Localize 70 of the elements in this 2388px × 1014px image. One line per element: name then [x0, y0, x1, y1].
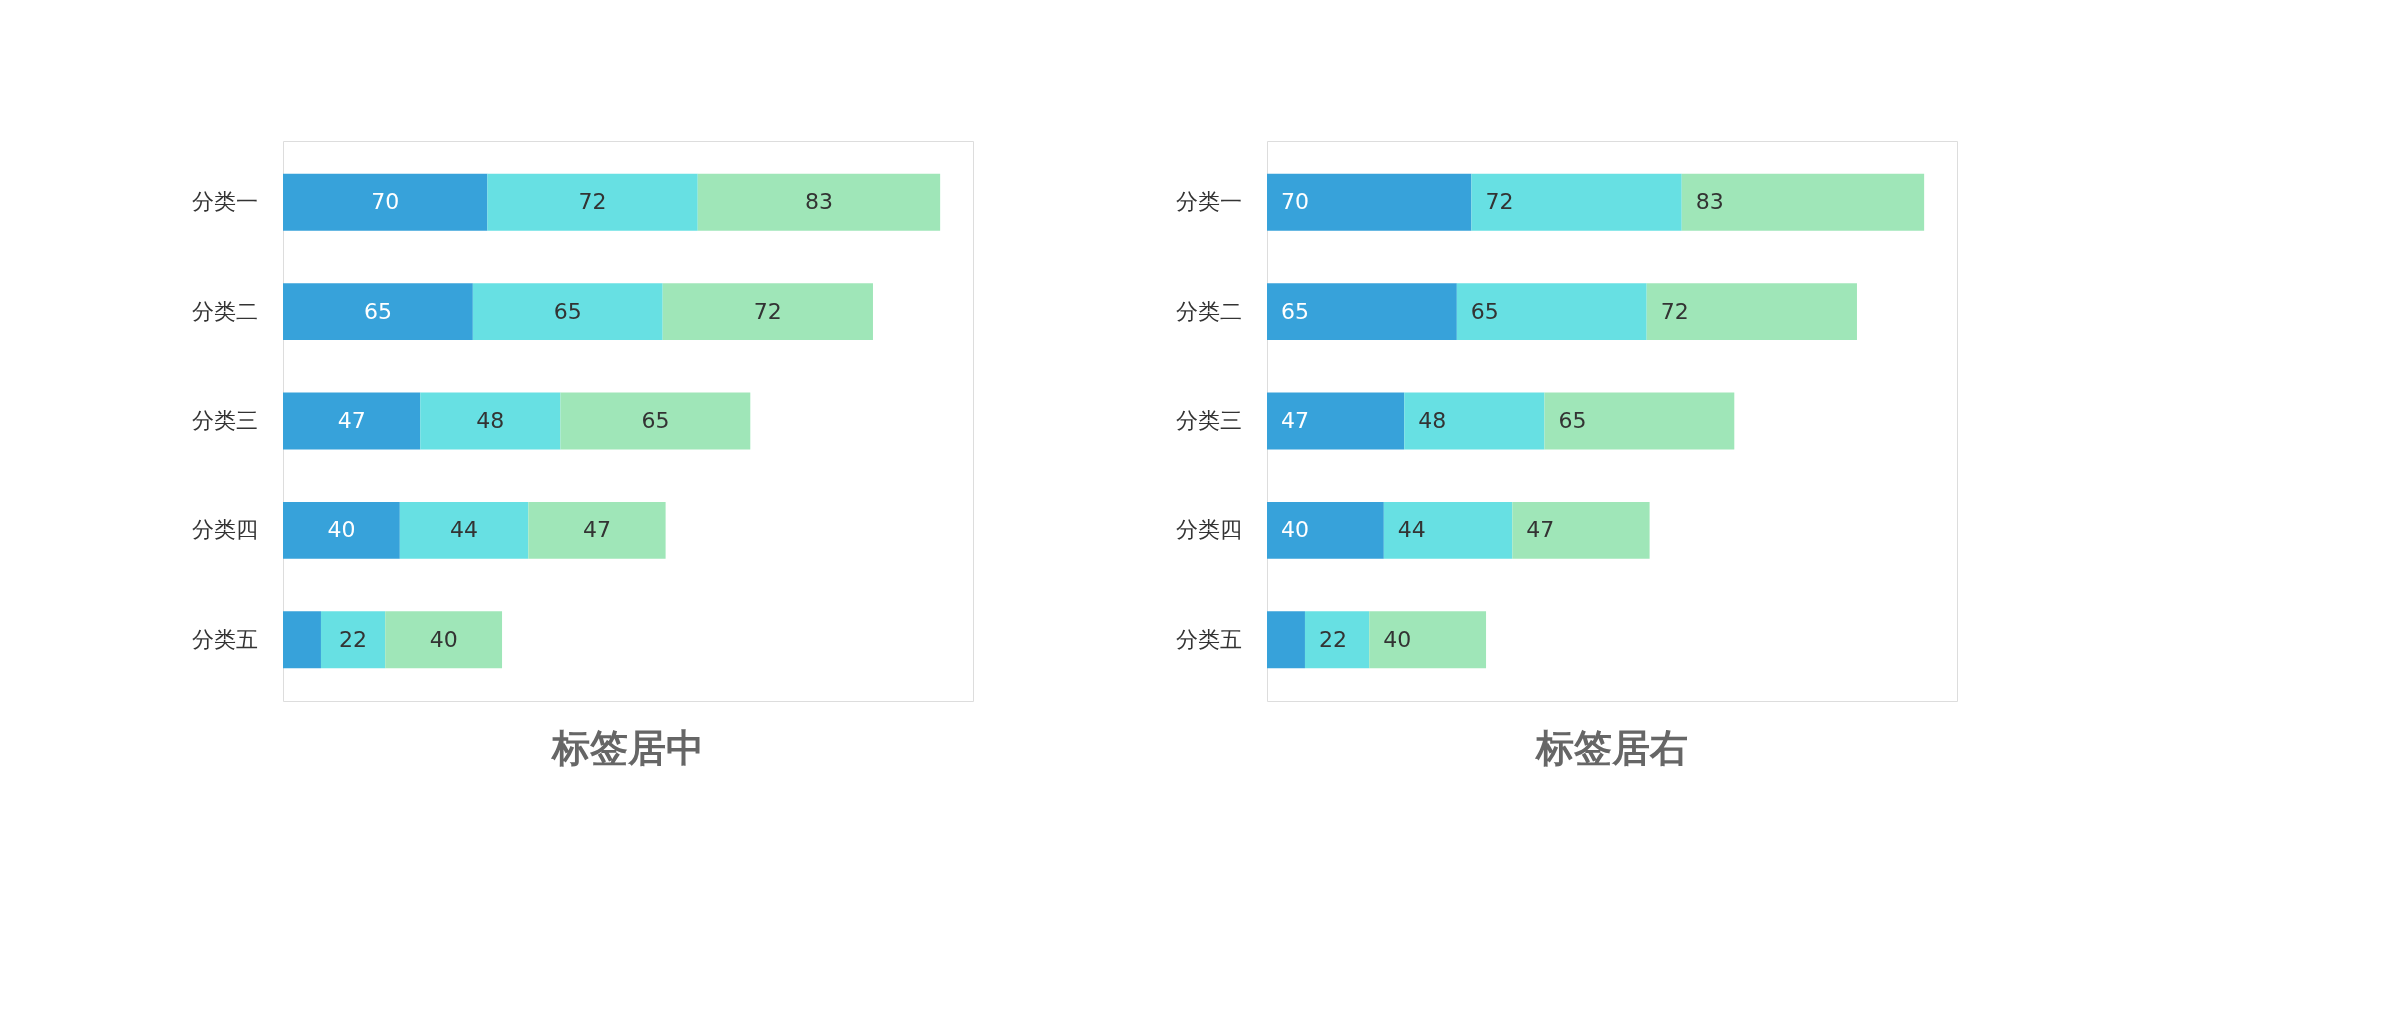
data-label: 65: [1281, 298, 1309, 324]
bar: [662, 283, 873, 341]
bar: [1512, 501, 1650, 559]
data-label: 83: [804, 189, 833, 215]
data-label: 40: [1281, 517, 1309, 543]
y-tick-label: 分类二: [1175, 298, 1242, 324]
y-tick-label: 分类五: [1175, 626, 1242, 652]
bar: [320, 611, 386, 669]
data-label: 22: [339, 626, 368, 652]
data-label: 70: [1281, 189, 1309, 215]
bar: [283, 173, 488, 231]
data-label: 40: [1383, 626, 1412, 652]
bar: [487, 173, 698, 231]
data-label: 72: [1485, 189, 1514, 215]
y-tick-label: 分类五: [191, 626, 258, 652]
data-label: 72: [753, 298, 782, 324]
data-label: 65: [1470, 298, 1499, 324]
text: 标签居中: [550, 726, 704, 770]
data-label: 47: [582, 517, 611, 543]
data-label: 65: [641, 408, 670, 433]
data-label: 44: [1397, 517, 1426, 543]
data-label: 47: [337, 408, 366, 433]
data-label: 65: [553, 298, 582, 324]
bar: [1681, 173, 1925, 231]
bar: [283, 392, 421, 450]
bar: [528, 501, 666, 559]
bar: [1544, 392, 1735, 450]
y-tick-label: 分类三: [1175, 408, 1242, 433]
bar: [283, 611, 321, 669]
data-label: 83: [1695, 189, 1724, 215]
data-label: 48: [1418, 408, 1447, 433]
bar: [283, 501, 400, 559]
bar: [385, 611, 503, 669]
bar: [560, 392, 751, 450]
data-label: 48: [476, 408, 505, 433]
bar: [1267, 501, 1384, 559]
y-tick-label: 分类二: [191, 298, 258, 324]
data-label: 72: [578, 189, 607, 215]
bar: [1304, 611, 1370, 669]
y-tick-label: 分类一: [191, 189, 258, 215]
bar: [283, 283, 473, 341]
data-label: 40: [429, 626, 458, 652]
data-label: 47: [1281, 408, 1309, 433]
data-label: 40: [327, 517, 356, 543]
y-tick-label: 分类四: [191, 517, 258, 543]
text: 标签居右: [1534, 726, 1688, 770]
y-tick-label: 分类四: [1175, 517, 1242, 543]
bar: [1404, 392, 1545, 450]
bar: [1383, 501, 1513, 559]
bar: [1369, 611, 1487, 669]
data-label: 44: [450, 517, 479, 543]
y-tick-label: 分类三: [191, 408, 258, 433]
data-label: 65: [363, 298, 392, 324]
data-label: 65: [1558, 408, 1587, 433]
bar: [697, 173, 941, 231]
bar: [1267, 392, 1405, 450]
bar: [472, 283, 663, 341]
bar: [420, 392, 561, 450]
data-label: 70: [371, 189, 400, 215]
data-label: 72: [1660, 298, 1689, 324]
y-tick-label: 分类一: [1175, 189, 1242, 215]
data-label: 47: [1526, 517, 1555, 543]
bar: [1267, 173, 1472, 231]
bar: [1646, 283, 1857, 341]
bar: [1456, 283, 1647, 341]
bar: [1267, 611, 1305, 669]
bar: [399, 501, 529, 559]
bar: [1267, 283, 1457, 341]
bar: [1471, 173, 1682, 231]
data-label: 22: [1318, 626, 1347, 652]
